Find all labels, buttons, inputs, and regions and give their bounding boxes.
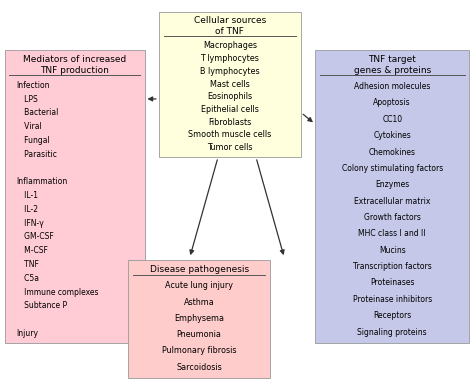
Text: Proteinase inhibitors: Proteinase inhibitors	[353, 295, 432, 304]
Text: CC10: CC10	[382, 115, 402, 124]
Text: Adhesion molecules: Adhesion molecules	[354, 82, 430, 91]
Text: Injury: Injury	[17, 329, 38, 338]
Text: Disease pathogenesis: Disease pathogenesis	[149, 265, 249, 274]
Text: IFN-γ: IFN-γ	[17, 218, 43, 228]
Text: Proteinases: Proteinases	[370, 279, 414, 288]
Text: Colony stimulating factors: Colony stimulating factors	[342, 164, 443, 173]
Text: Transcription factors: Transcription factors	[353, 262, 432, 271]
Text: Fibroblasts: Fibroblasts	[208, 118, 252, 127]
Bar	[128, 260, 270, 378]
Text: Fungal: Fungal	[17, 136, 49, 145]
Bar	[159, 12, 301, 157]
Text: Sarcoidosis: Sarcoidosis	[176, 362, 222, 372]
Text: Chemokines: Chemokines	[369, 147, 416, 156]
Text: M-CSF: M-CSF	[17, 246, 47, 255]
Text: MHC class I and II: MHC class I and II	[358, 229, 426, 238]
Text: Pneumonia: Pneumonia	[177, 330, 221, 339]
Text: Infection: Infection	[17, 81, 50, 90]
Text: T lymphocytes: T lymphocytes	[201, 54, 259, 63]
Text: Signaling proteins: Signaling proteins	[357, 327, 427, 337]
Bar	[315, 50, 469, 343]
Text: Subtance P: Subtance P	[17, 301, 67, 310]
Bar	[5, 50, 145, 343]
Text: C5a: C5a	[17, 274, 38, 283]
Text: Smooth muscle cells: Smooth muscle cells	[188, 130, 272, 139]
Text: Pulmonary fibrosis: Pulmonary fibrosis	[162, 346, 237, 355]
Text: Emphysema: Emphysema	[174, 314, 224, 323]
Text: Apoptosis: Apoptosis	[374, 99, 411, 107]
Text: Mucins: Mucins	[379, 246, 406, 255]
Text: Mast cells: Mast cells	[210, 80, 250, 88]
Text: Bacterial: Bacterial	[17, 108, 58, 117]
Text: Growth factors: Growth factors	[364, 213, 420, 222]
Text: Enzymes: Enzymes	[375, 180, 410, 189]
Text: Inflammation: Inflammation	[17, 177, 68, 186]
Text: Tumor cells: Tumor cells	[207, 143, 253, 152]
Text: Epithelial cells: Epithelial cells	[201, 105, 259, 114]
Text: Viral: Viral	[17, 122, 41, 131]
Text: Acute lung injury: Acute lung injury	[165, 281, 233, 290]
Text: Cytokines: Cytokines	[374, 131, 411, 140]
Text: Mediators of increased
TNF production: Mediators of increased TNF production	[23, 55, 126, 75]
Text: Immune complexes: Immune complexes	[17, 288, 98, 296]
Text: LPS: LPS	[17, 95, 37, 104]
Text: Cellular sources
of TNF: Cellular sources of TNF	[194, 16, 266, 36]
Text: B lymphocytes: B lymphocytes	[200, 67, 260, 76]
Text: GM-CSF: GM-CSF	[17, 232, 54, 241]
Text: TNF: TNF	[17, 260, 38, 269]
Text: TNF target
genes & proteins: TNF target genes & proteins	[354, 55, 431, 75]
Text: IL-2: IL-2	[17, 205, 37, 214]
Text: IL-1: IL-1	[17, 191, 37, 200]
Text: Receptors: Receptors	[373, 311, 411, 320]
Text: Asthma: Asthma	[184, 298, 214, 307]
Text: Extracellular matrix: Extracellular matrix	[354, 197, 430, 206]
Text: Macrophages: Macrophages	[203, 42, 257, 50]
Text: Parasitic: Parasitic	[17, 150, 56, 159]
Text: Eosinophils: Eosinophils	[207, 92, 253, 101]
